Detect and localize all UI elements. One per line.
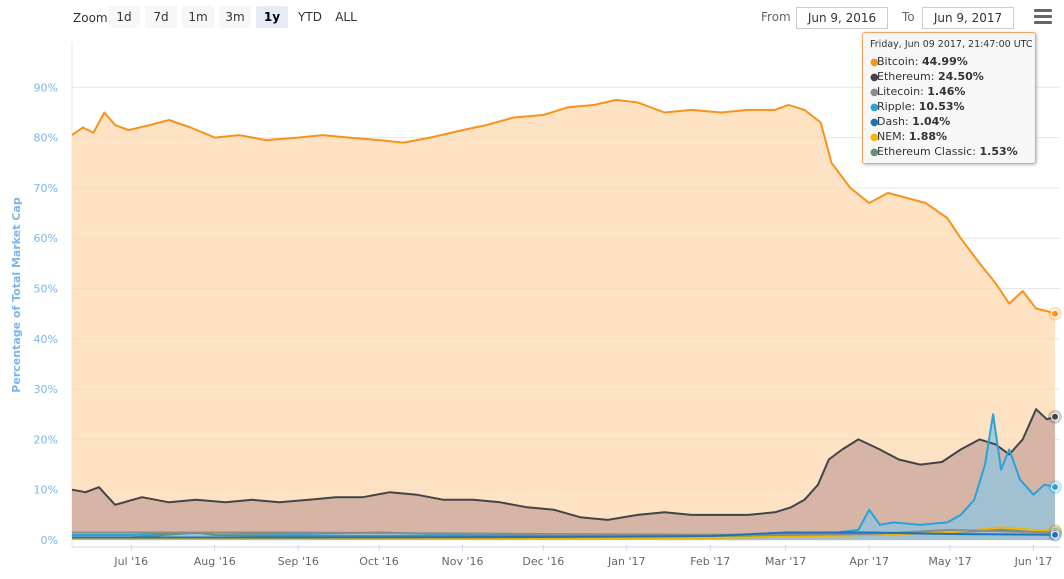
y-tick-label: 40% — [34, 333, 58, 346]
tooltip-series-value: 10.53% — [918, 100, 965, 113]
tooltip-row-bitcoin: ●Bitcoin: 44.99% — [870, 55, 968, 68]
y-tick-label: 70% — [34, 182, 58, 195]
zoom-label: Zoom — [73, 11, 108, 25]
tooltip-row-ethereum-classic: ●Ethereum Classic: 1.53% — [870, 145, 1018, 158]
line-litecoin[interactable] — [72, 528, 1056, 536]
tooltip-date: Friday, Jun 09 2017, 21:47:00 UTC — [870, 39, 1033, 50]
tooltip-row-dash: ●Dash: 1.04% — [870, 115, 951, 128]
line-dash[interactable] — [72, 531, 1056, 539]
x-tick-label: Apr '17 — [849, 555, 889, 568]
series-dot-icon: ● — [870, 102, 879, 113]
tooltip-series-name: Litecoin — [877, 85, 921, 98]
x-tick-label: Dec '16 — [522, 555, 564, 568]
zoom-button-7d[interactable]: 7d — [145, 6, 177, 28]
chart-series-areas — [72, 99, 1055, 541]
area-ethereum — [72, 409, 1055, 540]
to-date-input[interactable] — [922, 7, 1014, 29]
tooltip-rows: ●Bitcoin: 44.99% ●Ethereum: 24.50% ●Liteco… — [870, 54, 1035, 159]
from-date-input[interactable] — [796, 7, 888, 29]
area-bitcoin — [72, 99, 1055, 541]
tooltip-series-value: 1.04% — [912, 115, 951, 128]
zoom-button-all[interactable]: ALL — [335, 10, 357, 24]
tooltip-row-litecoin: ●Litecoin: 1.46% — [870, 85, 966, 98]
tooltip-series-name: Dash — [877, 115, 905, 128]
tooltip-series-value: 24.50% — [937, 70, 984, 83]
x-axis-tick-labels: Jul '16 Aug '16 Sep '16 Oct '16 Nov '16 Dec '… — [72, 545, 1060, 568]
y-tick-label: 20% — [34, 433, 58, 446]
line-bitcoin[interactable] — [71, 98, 1056, 315]
zoom-button-1m[interactable]: 1m — [182, 6, 214, 28]
y-tick-label: 0% — [41, 534, 58, 547]
tooltip-series-name: Ethereum — [877, 70, 931, 83]
x-tick-label: Jan '17 — [607, 555, 645, 568]
series-dot-icon: ● — [870, 117, 879, 128]
y-tick-label: 10% — [34, 484, 58, 497]
x-tick-label: Feb '17 — [690, 555, 730, 568]
series-dot-icon: ● — [870, 132, 879, 143]
x-tick-label: Sep '16 — [278, 555, 319, 568]
tooltip-series-name: NEM — [877, 130, 902, 143]
point-ethereum[interactable] — [1051, 412, 1059, 421]
tooltip-series-name: Ripple — [877, 100, 912, 113]
y-tick-label: 80% — [34, 132, 58, 145]
chart-end-markers — [1048, 306, 1062, 542]
tooltip-series-name: Ethereum Classic — [877, 145, 973, 158]
zoom-button-3m[interactable]: 3m — [219, 6, 251, 28]
tooltip-series-value: 44.99% — [921, 55, 968, 68]
from-label: From — [761, 10, 791, 24]
tooltip-row-ethereum: ●Ethereum: 24.50% — [870, 70, 984, 83]
series-dot-icon: ● — [870, 72, 879, 83]
chart-tooltip: Friday, Jun 09 2017, 21:47:00 UTC ●Bitco… — [862, 32, 1036, 164]
series-dot-icon: ● — [870, 57, 879, 68]
to-label: To — [902, 10, 915, 24]
zoom-button-1y[interactable]: 1y — [256, 6, 288, 28]
zoom-button-1d[interactable]: 1d — [108, 6, 140, 28]
point-bitcoin[interactable] — [1051, 309, 1059, 318]
y-tick-label: 60% — [34, 232, 58, 245]
x-tick-label: Aug '16 — [194, 555, 236, 568]
x-tick-label: Nov '16 — [442, 555, 484, 568]
line-nem[interactable] — [72, 526, 1056, 540]
series-dot-icon: ● — [870, 147, 879, 158]
y-axis-tick-labels: 0% 10% 20% 30% 40% 50% 60% 70% 80% 90% — [34, 81, 58, 547]
series-dot-icon: ● — [870, 87, 879, 98]
y-tick-label: 90% — [34, 81, 58, 94]
zoom-button-ytd[interactable]: YTD — [298, 10, 322, 24]
tooltip-series-value: 1.88% — [908, 130, 948, 143]
point-ripple[interactable] — [1051, 483, 1059, 492]
tooltip-series-name: Bitcoin — [877, 55, 915, 68]
y-tick-label: 50% — [34, 283, 58, 296]
x-tick-label: Oct '16 — [359, 555, 399, 568]
y-tick-label: 30% — [34, 383, 58, 396]
y-axis-title: Percentage of Total Market Cap — [10, 197, 23, 393]
hamburger-menu-icon[interactable] — [1034, 9, 1052, 25]
x-tick-label: May '17 — [928, 555, 971, 568]
tooltip-series-value: 1.53% — [979, 145, 1018, 158]
x-tick-label: Jun '17 — [1014, 555, 1053, 568]
area-ripple — [72, 414, 1055, 540]
point-dash[interactable] — [1051, 530, 1059, 539]
chart-series-lines — [71, 98, 1056, 540]
x-tick-label: Mar '17 — [765, 555, 806, 568]
range-selector-toolbar: Zoom 1d 7d 1m 3m 1y YTD ALL From To — [0, 0, 1064, 36]
tooltip-row-ripple: ●Ripple: 10.53% — [870, 100, 965, 113]
tooltip-series-value: 1.46% — [927, 85, 966, 98]
tooltip-row-nem: ●NEM: 1.88% — [870, 130, 948, 143]
line-ethereum[interactable] — [71, 408, 1056, 521]
x-tick-label: Jul '16 — [113, 555, 148, 568]
